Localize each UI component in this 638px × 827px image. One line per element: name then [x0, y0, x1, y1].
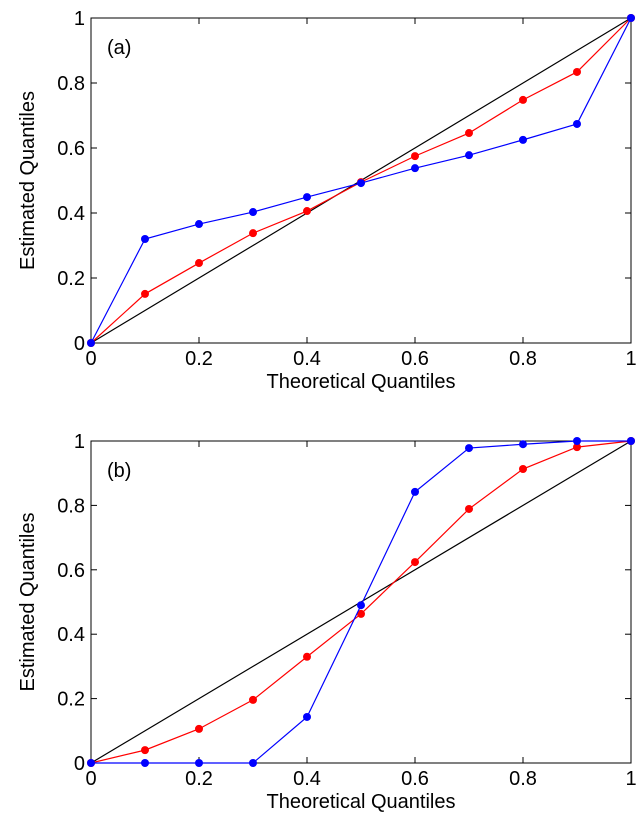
y-tick-label: 0.4 — [57, 203, 85, 225]
y-tick-label: 0.2 — [57, 689, 85, 711]
data-point — [519, 135, 527, 144]
data-point — [519, 95, 527, 104]
data-point — [573, 67, 581, 76]
y-tick-label: 0.6 — [57, 138, 85, 160]
data-point — [195, 759, 203, 767]
y-axis-label: Estimated Quantiles — [17, 513, 39, 692]
x-tick-label: 0.2 — [185, 348, 213, 370]
data-point — [519, 440, 527, 449]
data-point — [465, 129, 473, 138]
data-point — [249, 759, 257, 767]
data-point — [141, 235, 149, 243]
data-point — [573, 437, 581, 445]
x-tick-label: 0.8 — [509, 768, 537, 790]
data-point — [195, 724, 203, 733]
data-point — [357, 609, 365, 618]
x-tick-label: 0 — [85, 768, 96, 790]
annotation: (a) — [107, 37, 131, 59]
data-point — [87, 759, 95, 767]
y-tick-label: 0.6 — [57, 560, 85, 582]
x-axis-label: Theoretical Quantiles — [267, 371, 456, 393]
x-tick-label: 0 — [85, 348, 96, 370]
data-point — [627, 14, 635, 22]
data-point — [465, 444, 473, 453]
data-point — [411, 164, 419, 173]
x-tick-label: 0.2 — [185, 768, 213, 790]
data-point — [627, 437, 635, 445]
data-point — [357, 601, 365, 610]
data-point — [141, 289, 149, 298]
data-point — [465, 151, 473, 160]
y-tick-label: 0 — [74, 753, 85, 775]
data-point — [249, 208, 257, 217]
y-tick-label: 1 — [74, 8, 85, 30]
data-point — [573, 443, 581, 452]
data-point — [303, 652, 311, 661]
data-point — [141, 759, 149, 767]
data-point — [195, 220, 203, 229]
y-tick-label: 0.8 — [57, 73, 85, 95]
x-tick-label: 1 — [625, 768, 636, 790]
y-axis-label: Estimated Quantiles — [17, 91, 39, 270]
x-tick-label: 0.4 — [293, 768, 321, 790]
data-point — [411, 487, 419, 496]
x-tick-label: 0.8 — [509, 348, 537, 370]
x-tick-label: 0.6 — [401, 348, 429, 370]
data-point — [249, 229, 257, 238]
data-point — [249, 695, 257, 704]
annotation: (b) — [107, 460, 131, 482]
x-axis-label: Theoretical Quantiles — [267, 791, 456, 813]
data-point — [87, 339, 95, 347]
y-tick-label: 1 — [74, 431, 85, 453]
data-point — [195, 259, 203, 268]
x-tick-label: 0.6 — [401, 768, 429, 790]
data-point — [519, 465, 527, 474]
y-tick-label: 0 — [74, 333, 85, 355]
data-point — [141, 746, 149, 755]
data-point — [411, 558, 419, 567]
data-point — [303, 712, 311, 721]
data-point — [303, 193, 311, 202]
data-point — [465, 504, 473, 513]
data-point — [573, 119, 581, 128]
x-tick-label: 1 — [625, 348, 636, 370]
x-tick-label: 0.4 — [293, 348, 321, 370]
y-tick-label: 0.4 — [57, 624, 85, 646]
data-point — [303, 207, 311, 216]
y-tick-label: 0.2 — [57, 268, 85, 290]
data-point — [357, 179, 365, 188]
data-point — [411, 152, 419, 161]
y-tick-label: 0.8 — [57, 495, 85, 517]
